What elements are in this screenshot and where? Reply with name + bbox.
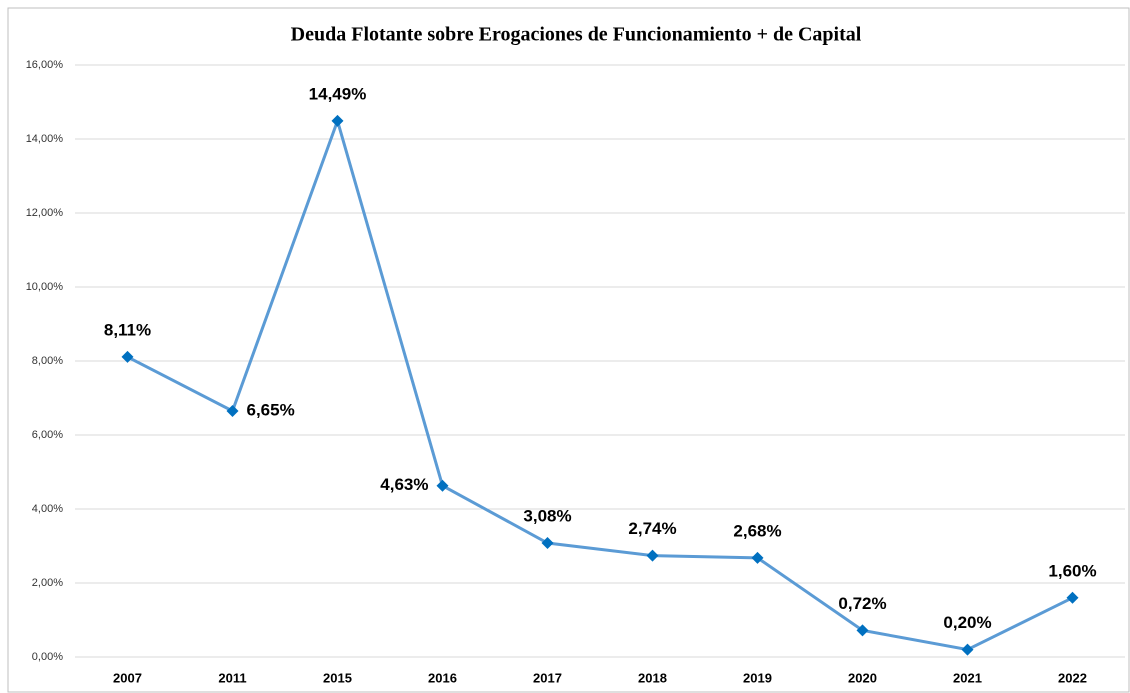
y-tick-label: 8,00% [32,355,63,367]
data-point [751,551,764,564]
x-tick-label: 2019 [743,670,772,685]
data-line [126,116,1074,652]
data-point [226,404,239,417]
x-tick-label: 2021 [953,670,982,685]
y-tick-label: 14,00% [26,133,64,145]
y-tick-label: 6,00% [32,429,63,441]
data-label: 8,11% [104,320,151,339]
data-label: 0,20% [943,613,991,632]
chart-title: Deuda Flotante sobre Erogaciones de Func… [291,24,862,46]
data-point [1066,591,1079,604]
x-tick-label: 2015 [323,670,352,685]
data-label: 0,72% [838,594,886,613]
x-tick-label: 2020 [848,670,877,685]
x-tick-label: 2011 [218,670,246,685]
data-label: 6,65% [247,400,295,419]
data-label: 3,08% [523,507,571,526]
x-tick-label: 2016 [428,670,457,685]
chart-border [7,7,1130,693]
data-point [961,643,974,656]
x-tick-label: 2017 [533,670,562,685]
data-label: 2,74% [628,519,676,538]
data-point [541,537,554,550]
x-tick-label: 2022 [1058,670,1087,685]
data-label: 14,49% [309,84,367,103]
y-tick-label: 2,00% [32,577,63,589]
data-label: 1,60% [1048,561,1096,580]
y-tick-label: 16,00% [26,59,64,71]
y-tick-label: 0,00% [32,651,63,663]
x-tick-label: 2018 [638,670,667,685]
y-tick-label: 12,00% [26,207,64,219]
data-point [121,350,134,363]
y-tick-label: 10,00% [26,281,64,293]
data-point [856,624,869,637]
y-tick-label: 4,00% [32,503,63,515]
data-point [436,479,449,492]
data-label: 4,63% [380,475,428,494]
x-tick-label: 2007 [113,670,142,685]
data-label: 2,68% [733,521,781,540]
data-point [646,549,659,562]
data-point [331,114,344,127]
